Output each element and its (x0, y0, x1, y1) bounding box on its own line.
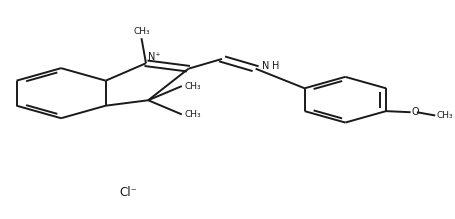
Text: CH₃: CH₃ (133, 27, 150, 36)
Text: CH₃: CH₃ (184, 82, 200, 91)
Text: O: O (410, 107, 418, 117)
Text: N: N (262, 61, 269, 71)
Text: N⁺: N⁺ (148, 52, 161, 62)
Text: H: H (271, 61, 279, 71)
Text: Cl⁻: Cl⁻ (119, 186, 137, 199)
Text: CH₃: CH₃ (184, 110, 200, 119)
Text: CH₃: CH₃ (435, 111, 452, 120)
